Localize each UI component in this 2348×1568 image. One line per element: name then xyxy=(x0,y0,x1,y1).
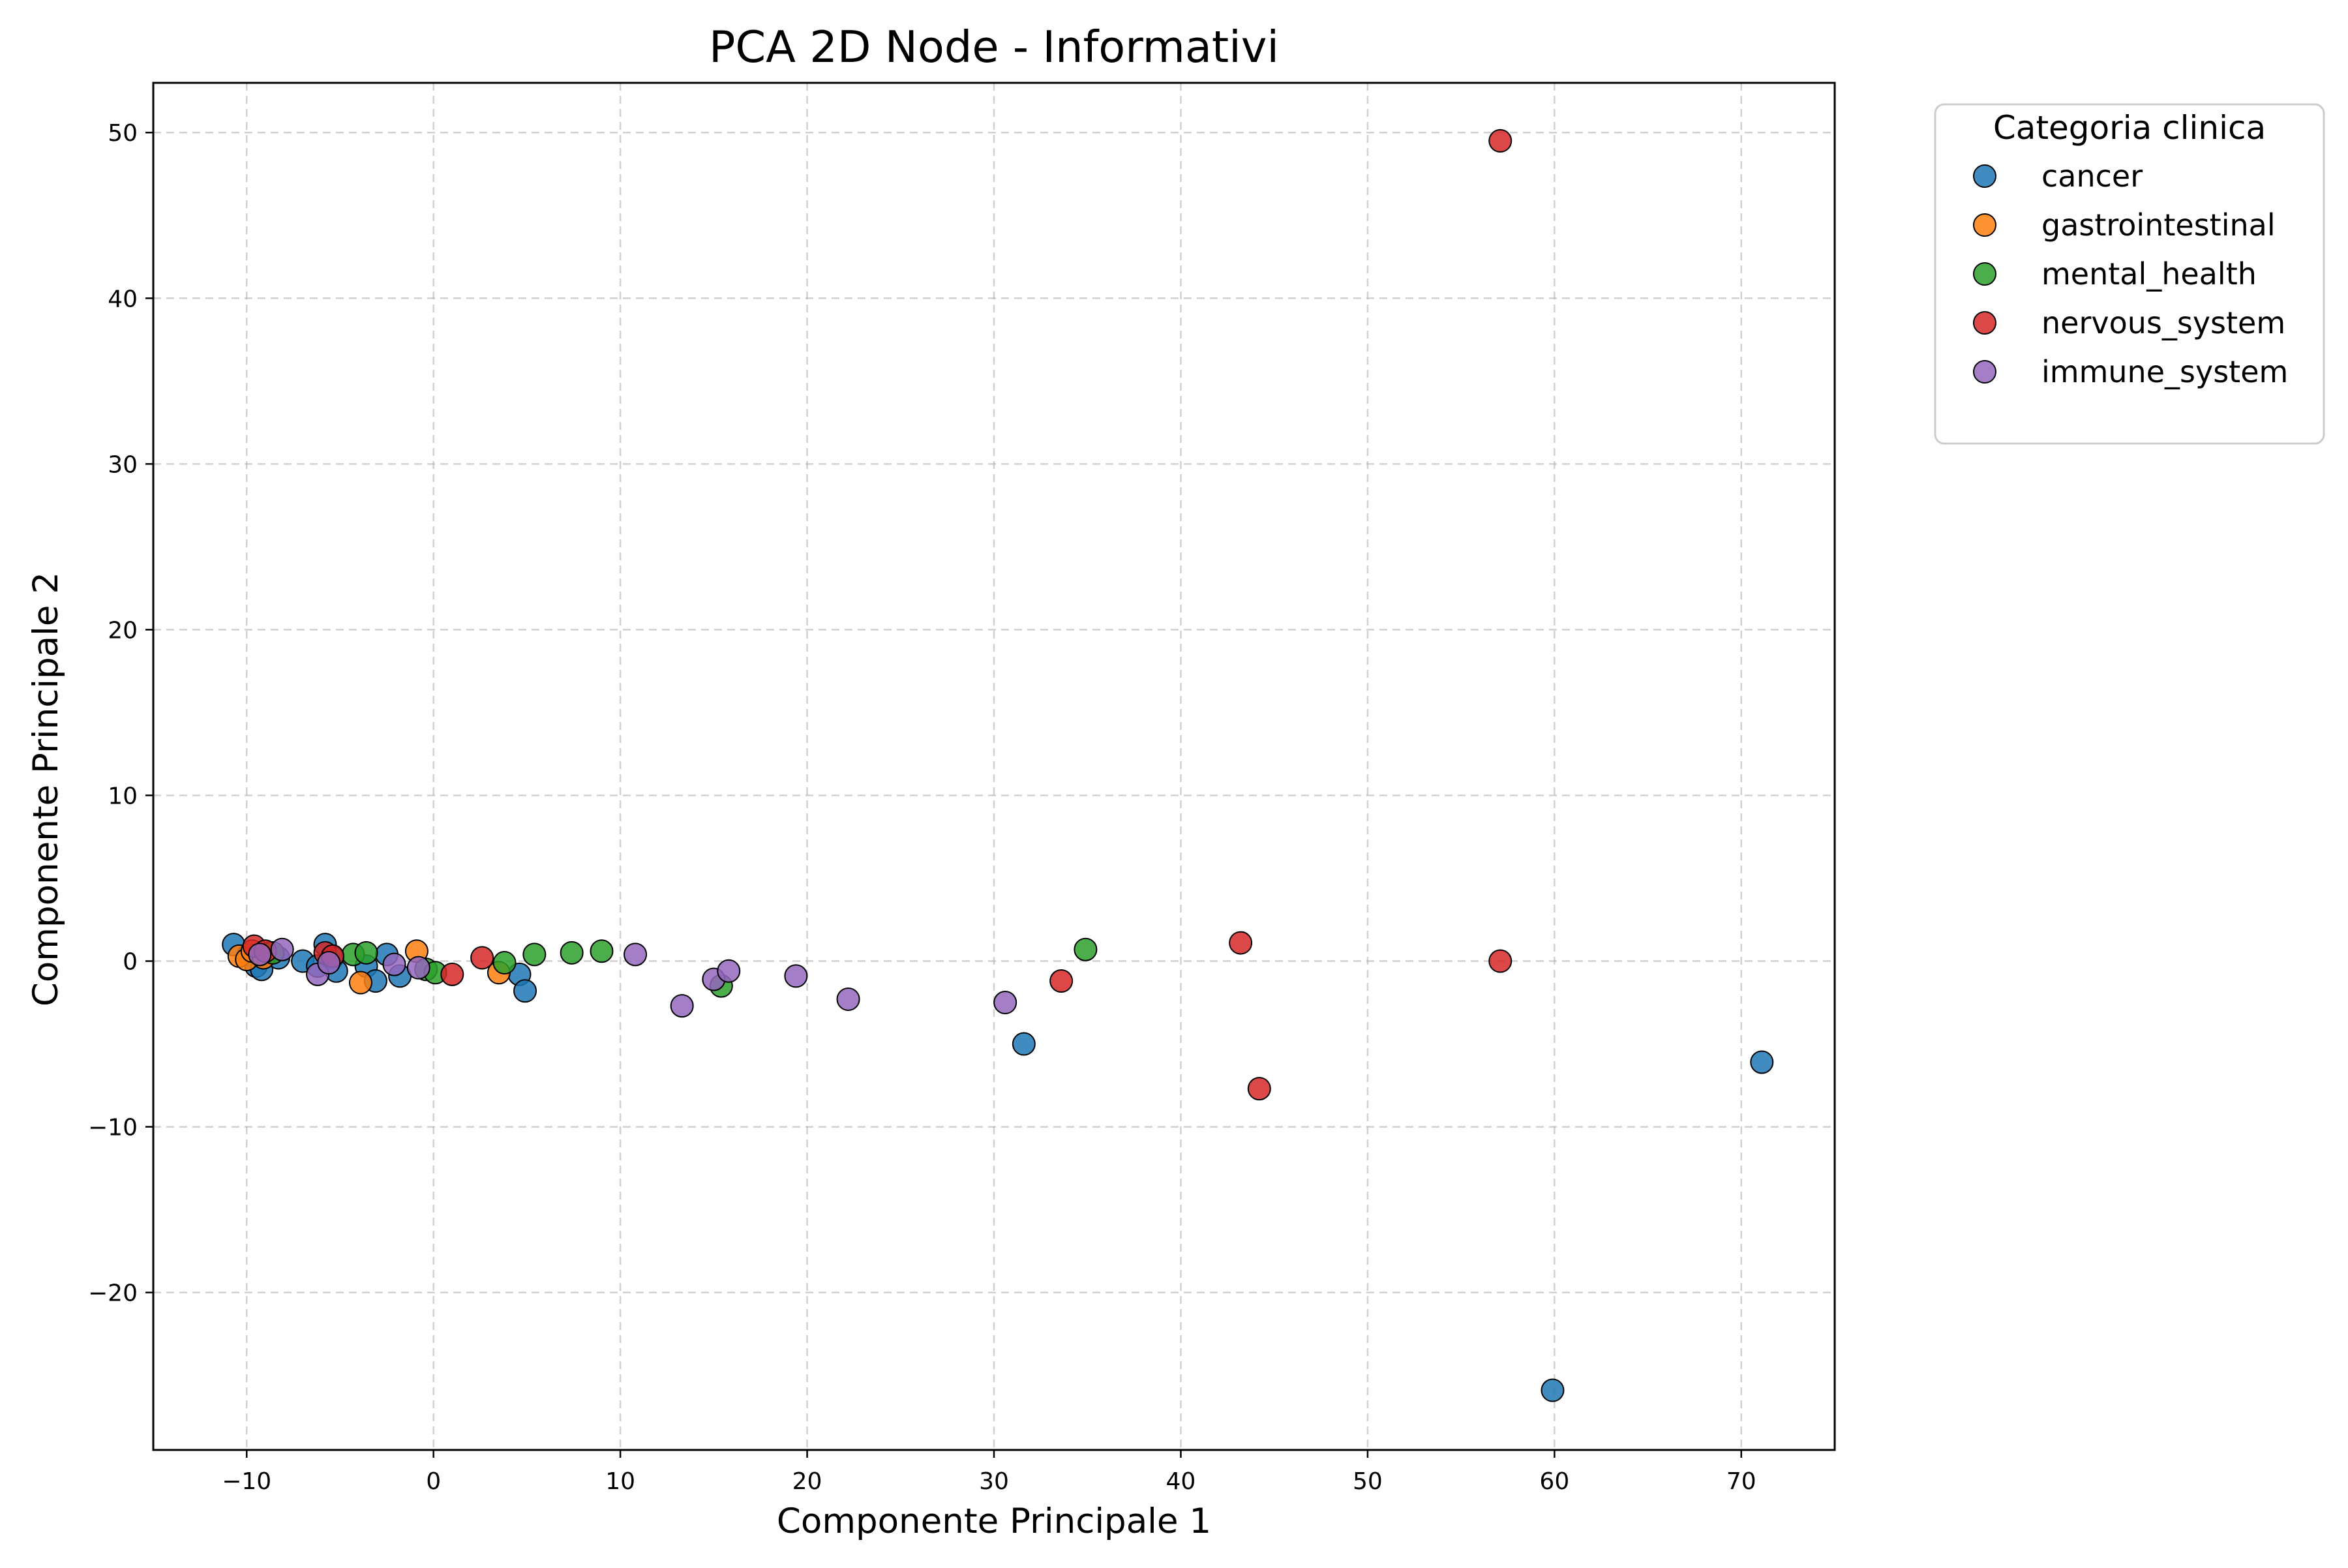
x-tick-label: 40 xyxy=(1166,1468,1196,1495)
point-mental_health xyxy=(590,939,614,963)
point-immune_system xyxy=(270,937,294,961)
y-tick-label: 50 xyxy=(108,120,138,147)
legend-items: cancer gastrointestinal mental_healthnervo… xyxy=(1973,158,2288,389)
y-tick-label: −20 xyxy=(88,1280,138,1307)
point-cancer xyxy=(1541,1378,1565,1402)
point-immune_system xyxy=(624,942,648,967)
chart-title: PCA 2D Node - Informativi xyxy=(709,22,1279,72)
point-immune_system xyxy=(317,951,341,975)
legend-label-nervous_system: nervous_system xyxy=(2041,305,2285,340)
point-nervous_system xyxy=(1488,949,1513,973)
legend-marker-mental_health xyxy=(1973,262,1996,286)
legend-marker-cancer xyxy=(1973,164,1996,188)
x-tick-label: 50 xyxy=(1353,1468,1383,1495)
x-tick-label: 60 xyxy=(1539,1468,1569,1495)
y-tick-label: −10 xyxy=(88,1115,138,1141)
x-tick-label: 30 xyxy=(979,1468,1009,1495)
point-immune_system xyxy=(382,952,406,976)
point-cancer xyxy=(513,979,537,1003)
point-immune_system xyxy=(248,942,272,967)
point-mental_health xyxy=(492,951,517,975)
legend-label-gastrointestinal: gastrointestinal xyxy=(2041,207,2276,243)
data-points xyxy=(222,128,1774,1402)
y-tick-label: 40 xyxy=(108,286,138,312)
x-tick-label: −10 xyxy=(222,1468,271,1495)
legend-marker-gastrointestinal xyxy=(1973,213,1996,237)
legend-marker-nervous_system xyxy=(1973,311,1996,335)
point-mental_health xyxy=(560,941,584,965)
point-nervous_system xyxy=(470,946,494,970)
point-cancer xyxy=(1750,1050,1774,1074)
legend-title: Categoria clinica xyxy=(1993,109,2266,147)
y-tick-label: 0 xyxy=(123,949,138,976)
point-nervous_system xyxy=(1229,931,1253,955)
point-immune_system xyxy=(406,956,430,980)
point-mental_health xyxy=(522,942,547,967)
x-tick-label: 0 xyxy=(426,1468,441,1495)
point-nervous_system xyxy=(1488,128,1513,153)
point-gastrointestinal xyxy=(348,971,372,995)
point-immune_system xyxy=(836,987,860,1011)
point-mental_health xyxy=(354,941,378,965)
y-tick-label: 30 xyxy=(108,451,138,478)
grid xyxy=(153,83,1835,1450)
legend-label-mental_health: mental_health xyxy=(2041,256,2257,292)
y-axis-label: Componente Principale 2 xyxy=(26,572,66,1006)
point-immune_system xyxy=(670,994,694,1018)
point-nervous_system xyxy=(1049,969,1074,993)
point-cancer xyxy=(1012,1032,1036,1056)
point-nervous_system xyxy=(440,962,464,986)
point-nervous_system xyxy=(1247,1077,1271,1101)
legend-label-immune_system: immune_system xyxy=(2041,354,2288,389)
point-immune_system xyxy=(993,991,1017,1015)
x-tick-label: 10 xyxy=(605,1468,635,1495)
x-tick-label: 20 xyxy=(792,1468,822,1495)
x-axis-label: Componente Principale 1 xyxy=(777,1501,1211,1541)
legend-box xyxy=(1934,103,2325,445)
x-tick-label: 70 xyxy=(1726,1468,1756,1495)
legend-marker-immune_system xyxy=(1973,360,1996,384)
legend: Categoria clinica cancer gastrointestinal… xyxy=(1934,103,2325,445)
point-immune_system xyxy=(717,959,741,983)
point-immune_system xyxy=(784,964,808,988)
point-mental_health xyxy=(1074,937,1098,961)
y-tick-label: 10 xyxy=(108,783,138,809)
legend-label-cancer: cancer xyxy=(2041,158,2143,194)
y-tick-label: 20 xyxy=(108,617,138,644)
axis-ticks: −10 0 10 20 30 40 50 60 70 −20 −10 0 10 20 30 40 50 xyxy=(88,120,1756,1495)
